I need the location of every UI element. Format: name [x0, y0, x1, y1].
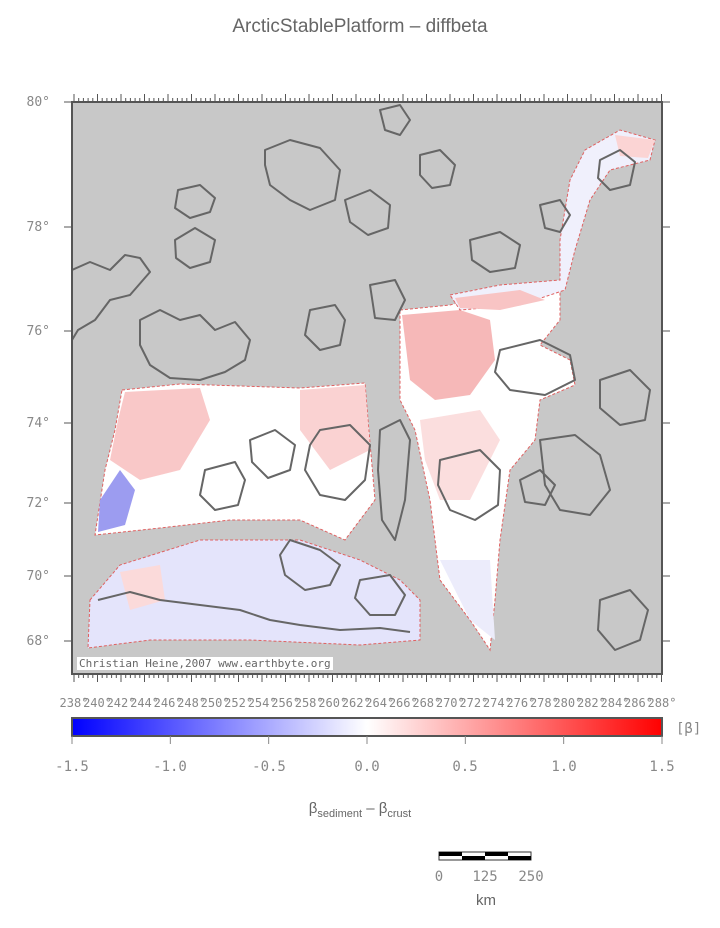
lon-label: 248°: [177, 696, 207, 710]
lat-label-68: 68°: [26, 634, 50, 649]
colorbar-ticks: [71, 736, 663, 744]
lon-label: 272°: [459, 696, 489, 710]
lon-label: 246°: [153, 696, 183, 710]
colorbar-label: -1.5: [55, 759, 89, 775]
lat-label-70: 70°: [26, 569, 50, 584]
western-basin-blue-zone: [98, 470, 135, 532]
lon-label: 276°: [506, 696, 536, 710]
lon-label: 282°: [576, 696, 606, 710]
map-frame: [71, 101, 663, 675]
colorbar-unit: [β]: [676, 721, 702, 737]
colorbar-label: 1.5: [649, 759, 675, 775]
colorbar-axis-label: βsediment – βcrust: [0, 800, 720, 820]
lon-label: 260°: [318, 696, 348, 710]
western-basin-red-zone: [110, 388, 210, 480]
beta-symbol: β: [308, 800, 318, 817]
lon-label: 238°: [59, 696, 89, 710]
lon-label: 264°: [365, 696, 395, 710]
lon-label: 278°: [529, 696, 559, 710]
lon-label: 280°: [553, 696, 583, 710]
colorbar-label: 1.0: [551, 759, 577, 775]
lat-label-76: 76°: [26, 324, 50, 339]
colorbar: [71, 717, 663, 737]
scale-label-0: 0: [434, 869, 444, 885]
scale-unit: km: [476, 892, 496, 909]
lon-label: 288°: [647, 696, 677, 710]
map-title: ArcticStablePlatform – diffbeta: [232, 16, 488, 37]
lon-label: 270°: [435, 696, 465, 710]
lon-label: 266°: [388, 696, 418, 710]
lon-label: 256°: [271, 696, 301, 710]
colorbar-label: -0.5: [252, 759, 286, 775]
lat-label-78: 78°: [26, 220, 50, 235]
scale-bar: [438, 851, 532, 861]
subscript-sediment: sediment: [317, 808, 363, 820]
lon-label: 258°: [294, 696, 324, 710]
central-basin-lavender-zone: [440, 560, 495, 640]
colorbar-label: -1.0: [153, 759, 187, 775]
colorbar-label: 0.0: [354, 759, 380, 775]
northern-strait-pink: [455, 290, 545, 310]
lon-label: 252°: [224, 696, 254, 710]
lat-label-80: 80°: [26, 95, 50, 110]
lon-label: 268°: [412, 696, 442, 710]
subscript-crust: crust: [387, 808, 412, 820]
lon-label: 244°: [130, 696, 159, 710]
lon-label: 254°: [247, 696, 277, 710]
southern-basin-field: [87, 539, 421, 649]
lon-label: 262°: [341, 696, 371, 710]
lat-label-72: 72°: [26, 496, 50, 511]
lon-label: 286°: [624, 696, 653, 710]
beta-symbol: β: [378, 800, 388, 817]
lon-label: 284°: [600, 696, 630, 710]
northern-strait-pink-2: [615, 135, 655, 158]
scale-label-250: 250: [518, 869, 544, 885]
lon-label: 250°: [200, 696, 230, 710]
northern-strait-field: [449, 129, 656, 311]
lat-label-74: 74°: [26, 416, 50, 431]
credit-text: Christian Heine,2007 www.earthbyte.org: [77, 657, 333, 670]
lon-label: 240°: [83, 696, 112, 710]
colorbar-label: 0.5: [452, 759, 478, 775]
scale-label-125: 125: [472, 869, 498, 885]
frame-ticks: [64, 94, 670, 682]
coastlines: [72, 104, 651, 651]
central-basin-red-zone: [402, 310, 495, 400]
minus-sign: –: [362, 800, 379, 817]
lon-label: 242°: [106, 696, 136, 710]
lon-label: 274°: [482, 696, 512, 710]
